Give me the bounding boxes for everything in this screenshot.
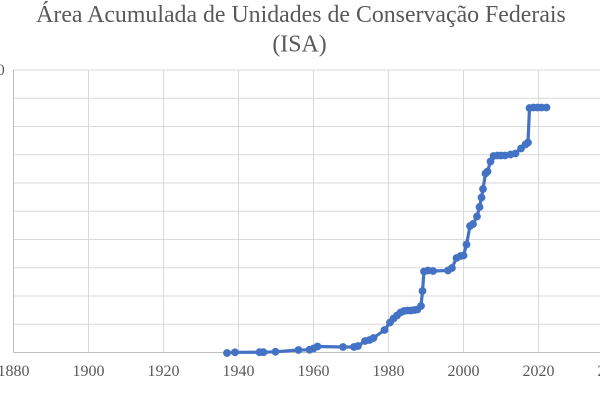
svg-text:1920: 1920 <box>148 363 180 380</box>
svg-text:1880: 1880 <box>0 363 30 380</box>
svg-text:2020: 2020 <box>523 363 555 380</box>
svg-text:Área Acumulada de Unidades de: Área Acumulada de Unidades de Conservaçã… <box>36 2 566 28</box>
svg-text:2000: 2000 <box>448 363 480 380</box>
svg-text:(ISA): (ISA) <box>272 32 326 58</box>
svg-text:0: 0 <box>0 62 5 79</box>
svg-text:2040: 2040 <box>598 363 600 380</box>
svg-text:1900: 1900 <box>73 363 105 380</box>
svg-text:1980: 1980 <box>373 363 405 380</box>
svg-text:1960: 1960 <box>298 363 330 380</box>
svg-text:1940: 1940 <box>223 363 255 380</box>
